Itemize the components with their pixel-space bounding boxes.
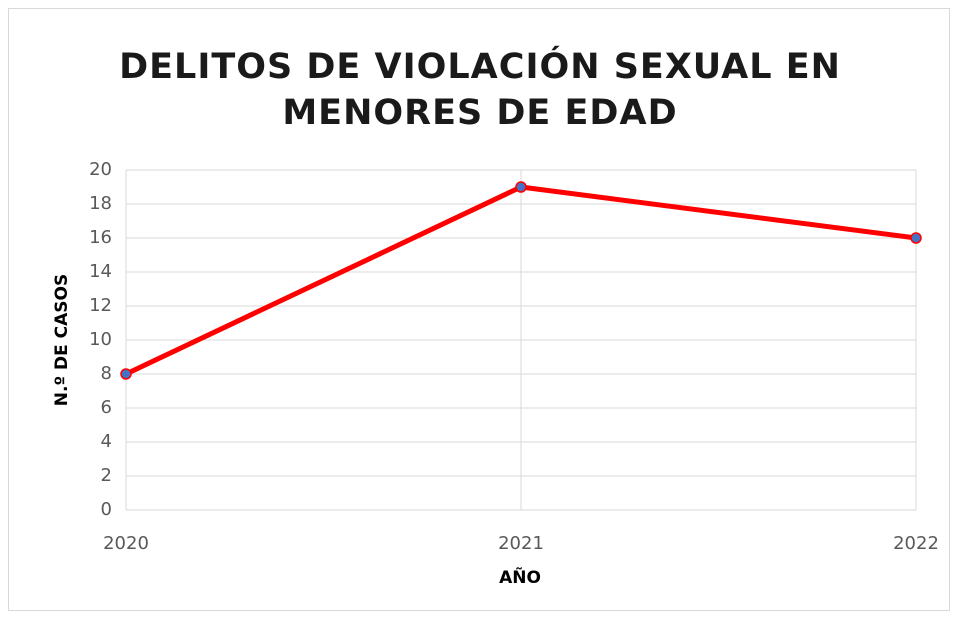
y-tick-label: 12 [89,295,112,316]
x-axis-title: AÑO [499,565,541,588]
x-tick-label: 2021 [498,533,544,554]
x-tick-label: 2020 [103,533,149,554]
y-tick-label: 16 [89,227,112,248]
chart-title: DELITOS DE VIOLACIÓN SEXUAL EN MENORES D… [119,47,841,133]
y-tick-label: 14 [89,261,112,282]
y-tick-label: 18 [89,193,112,214]
y-tick-label: 20 [89,159,112,180]
y-tick-label: 0 [101,499,112,520]
y-axis-title: N.º DE CASOS [52,274,72,406]
y-tick-label: 4 [101,431,112,452]
y-tick-label: 2 [101,465,112,486]
y-tick-label: 10 [89,329,112,350]
marker [120,368,132,380]
marker [515,181,527,193]
x-tick-label: 2022 [893,533,939,554]
y-tick-label: 6 [101,397,112,418]
marker [910,232,922,244]
y-tick-label: 8 [101,363,112,384]
chart-frame [8,8,950,611]
